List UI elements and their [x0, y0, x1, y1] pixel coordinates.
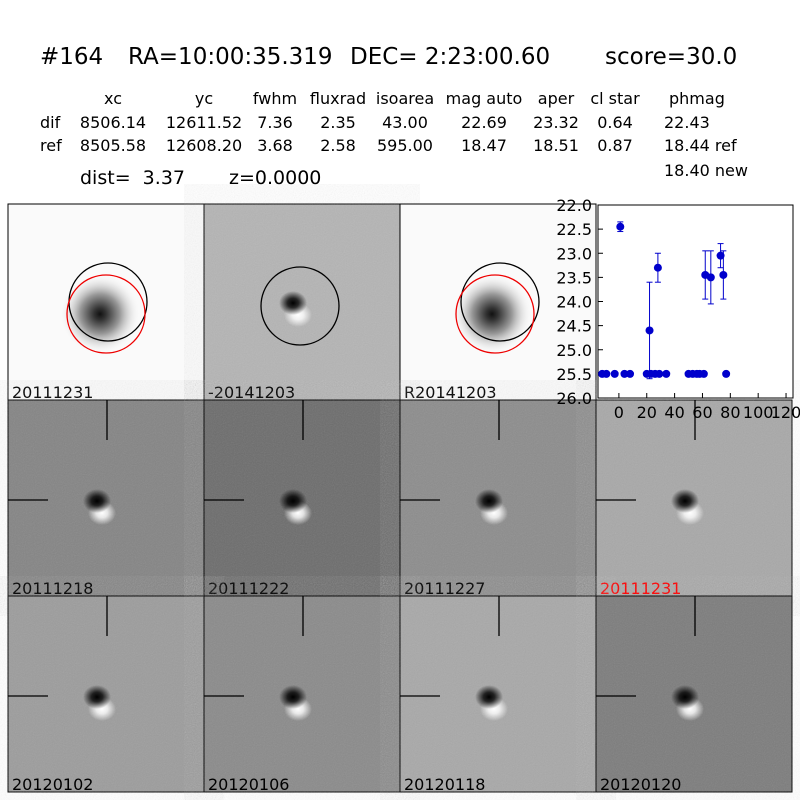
plot-area [597, 204, 794, 399]
cell: 43.00 [382, 113, 428, 132]
aperture [260, 266, 340, 346]
column-header: cl star [590, 89, 640, 108]
aperture [66, 274, 146, 354]
data-point [716, 251, 725, 260]
x-tick-label: 0 [614, 403, 624, 422]
data-point [722, 369, 731, 378]
cell: 18.51 [533, 136, 579, 155]
column-header: yc [195, 89, 213, 108]
stamp-label: 20120120 [600, 775, 681, 794]
stamp-label: 20111218 [12, 579, 93, 598]
stamp-label: 20120118 [404, 775, 485, 794]
data-point [610, 369, 619, 378]
data-point [662, 369, 671, 378]
y-tick-label: 25.5 [556, 365, 592, 384]
x-tick-label: 20 [637, 403, 657, 422]
column-header: mag auto [446, 89, 523, 108]
cell: 0.87 [597, 136, 633, 155]
cell: 18.47 [461, 136, 507, 155]
cell: 3.68 [257, 136, 293, 155]
y-tick-label: 22.0 [556, 196, 592, 215]
data-point [616, 222, 625, 231]
data-point [645, 326, 654, 335]
phmag-new: 18.40 new [664, 161, 748, 180]
y-tick-label: 22.5 [556, 220, 592, 239]
cell: 12611.52 [166, 113, 242, 132]
data-point [602, 369, 611, 378]
cell: 8505.58 [80, 136, 146, 155]
column-header: phmag [669, 89, 725, 108]
stamp-label: R20141203 [404, 383, 497, 402]
y-tick-label: 24.5 [556, 317, 592, 336]
x-tick-label: 100 [743, 403, 774, 422]
data-point [706, 273, 715, 282]
redshift: z=0.0000 [229, 167, 321, 189]
data-point [653, 263, 662, 272]
ra: RA=10:00:35.319 [128, 44, 333, 70]
cell: 0.64 [597, 113, 633, 132]
cell: 12608.20 [166, 136, 242, 155]
data-point [655, 369, 664, 378]
x-tick-label: 80 [720, 403, 740, 422]
cell: 18.44 ref [664, 136, 737, 155]
stamp-grid: 20111231 -20141203 R20141203 20111218 201112… [7, 203, 793, 794]
stamp-label: 20111227 [404, 579, 485, 598]
x-tick-label: 40 [664, 403, 684, 422]
y-tick-label: 23.0 [556, 244, 592, 263]
y-tick-label: 26.0 [556, 389, 592, 408]
light-curve: 22.0 22.5 23.0 23.5 24.0 24.5 25.0 25.5 26.0 0 20 4… [556, 196, 800, 422]
cell: 2.35 [320, 113, 356, 132]
stamp-label: 20120106 [208, 775, 289, 794]
column-header: xc [104, 89, 122, 108]
stamp-label: 20111231 [12, 383, 93, 402]
cell: 23.32 [533, 113, 579, 132]
row-label: ref [40, 136, 62, 155]
column-header: fluxrad [310, 89, 366, 108]
cell: 8506.14 [80, 113, 146, 132]
row-label: dif [40, 113, 61, 132]
score: score=30.0 [605, 44, 737, 70]
column-header: fwhm [253, 89, 297, 108]
stamp-label: 20111231 [600, 579, 681, 598]
stamp-label: -20141203 [208, 383, 295, 402]
cell: 595.00 [377, 136, 433, 155]
data-point [626, 369, 635, 378]
dist: dist= 3.37 [80, 167, 185, 189]
candidate-id: #164 [40, 44, 103, 70]
stamp-label: 20111222 [208, 579, 289, 598]
x-tick-label: 120 [771, 403, 800, 422]
y-tick-label: 25.0 [556, 341, 592, 360]
data-point [620, 369, 629, 378]
data-point [699, 369, 708, 378]
stamp-label: 20120102 [12, 775, 93, 794]
cell: 2.58 [320, 136, 356, 155]
y-tick-label: 23.5 [556, 268, 592, 287]
column-header: aper [538, 89, 575, 108]
x-tick-label: 60 [692, 403, 712, 422]
cell: 22.43 [664, 113, 710, 132]
y-tick-label: 24.0 [556, 293, 592, 312]
cell: 7.36 [257, 113, 293, 132]
aperture [460, 262, 540, 342]
aperture [455, 274, 535, 354]
data-point [719, 270, 728, 279]
column-header: isoarea [376, 89, 434, 108]
dec: DEC= 2:23:00.60 [350, 44, 550, 70]
cell: 22.69 [461, 113, 507, 132]
